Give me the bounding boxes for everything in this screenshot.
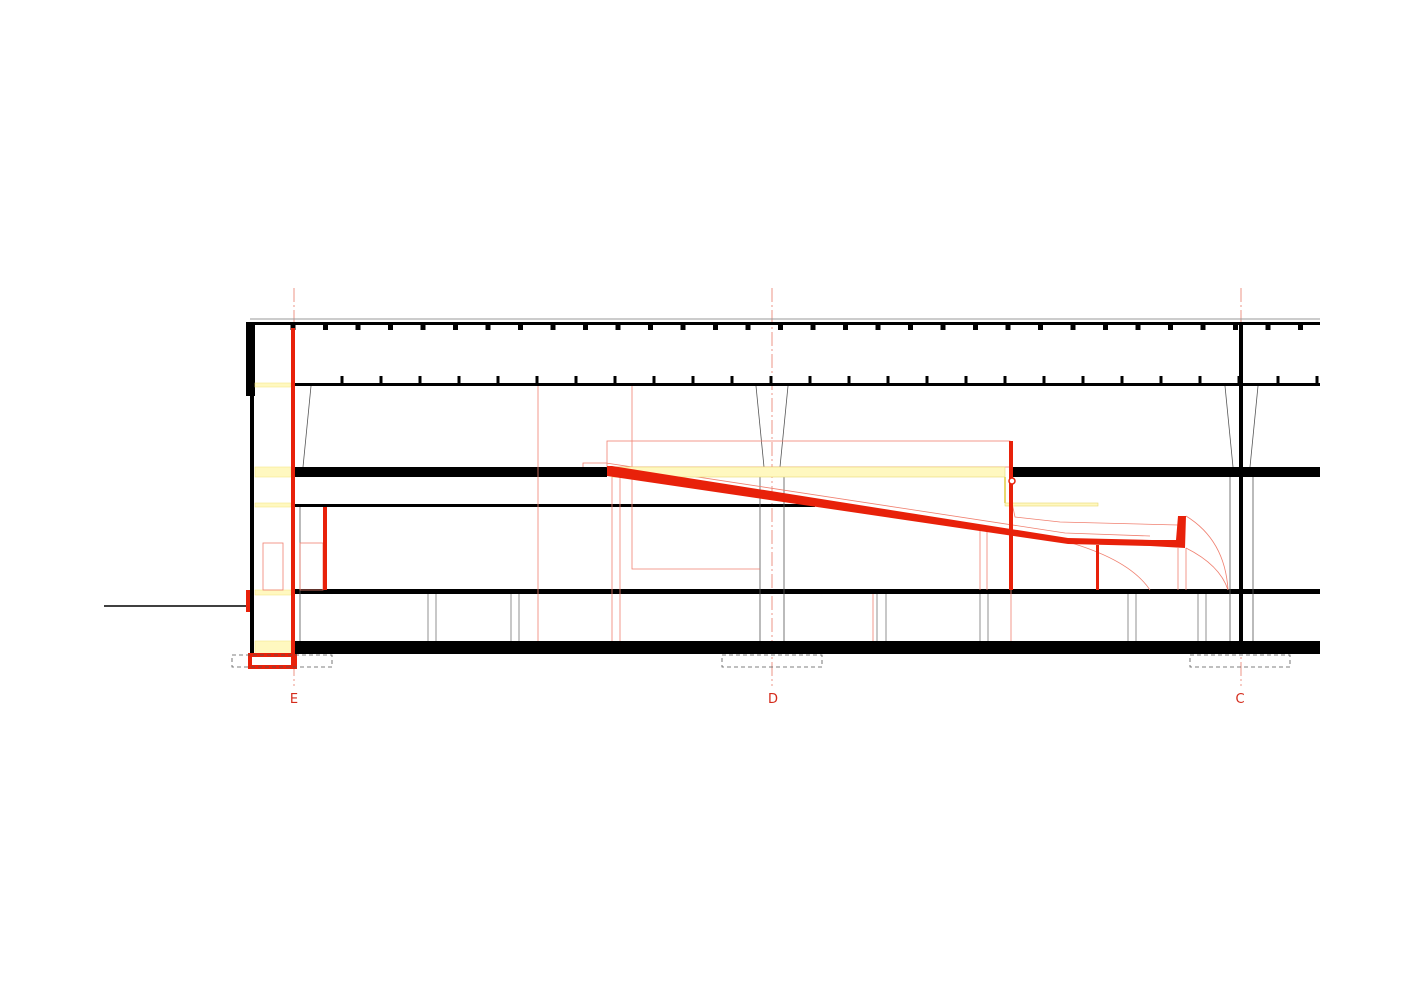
rib	[1081, 376, 1085, 385]
rib	[340, 376, 344, 385]
glazing-left	[254, 382, 292, 656]
base-slab	[295, 641, 1320, 654]
roof-ribs	[290, 324, 1303, 330]
rib	[1298, 324, 1303, 330]
rib	[1276, 376, 1280, 385]
rib	[808, 376, 812, 385]
rib	[964, 376, 968, 385]
rib	[355, 324, 361, 330]
rib	[496, 376, 500, 385]
slab-upper-right	[1012, 467, 1320, 477]
slab-middle	[295, 589, 1320, 594]
rib	[691, 376, 695, 385]
rib	[713, 324, 718, 330]
rib	[875, 324, 881, 330]
rib	[680, 324, 686, 330]
rib	[550, 324, 556, 330]
rib	[1005, 324, 1011, 330]
rib	[973, 324, 978, 330]
rib	[453, 324, 458, 330]
rib	[925, 376, 929, 385]
rib	[1003, 376, 1007, 385]
grid-label-e: E	[290, 692, 298, 707]
rib	[745, 324, 751, 330]
rib	[485, 324, 491, 330]
rib	[457, 376, 461, 385]
red-post-2	[1096, 545, 1099, 590]
rib	[388, 324, 393, 330]
rib	[535, 376, 539, 385]
rib	[778, 324, 783, 330]
rib	[1315, 376, 1319, 385]
rib	[1233, 324, 1238, 330]
grid-label-c: C	[1235, 692, 1244, 707]
ceiling-ribs	[340, 376, 1319, 385]
rib	[290, 324, 296, 330]
rib	[940, 324, 946, 330]
column-c	[1239, 324, 1243, 642]
footings	[231, 654, 1291, 668]
rib	[1159, 376, 1163, 385]
roof	[250, 318, 1320, 386]
rib	[583, 324, 588, 330]
rib	[886, 376, 890, 385]
rib	[323, 324, 328, 330]
rib	[1042, 376, 1046, 385]
rib	[1070, 324, 1076, 330]
rib	[769, 376, 773, 385]
rib	[420, 324, 426, 330]
ceiling-line	[295, 383, 1320, 386]
red-post-3	[323, 507, 327, 590]
rib	[518, 324, 523, 330]
rib	[1265, 324, 1271, 330]
rib	[652, 376, 656, 385]
glazing-line	[1004, 502, 1099, 507]
rib	[1135, 324, 1141, 330]
rib	[730, 376, 734, 385]
rib	[1103, 324, 1108, 330]
rib	[847, 376, 851, 385]
rib	[648, 324, 653, 330]
ramp	[607, 466, 1186, 548]
rib	[1198, 376, 1202, 385]
rib	[1200, 324, 1206, 330]
mezzanine-line	[295, 504, 815, 507]
tapered-columns	[299, 385, 1259, 641]
roof-slab	[250, 322, 1320, 325]
core-base	[248, 653, 297, 669]
rib	[379, 376, 383, 385]
floor-slabs	[295, 467, 1320, 654]
slab-upper-left	[295, 467, 607, 477]
rib	[418, 376, 422, 385]
rib	[1120, 376, 1124, 385]
rib	[843, 324, 848, 330]
posts	[427, 594, 1207, 641]
grid-label-d: D	[768, 692, 778, 707]
rib	[1168, 324, 1173, 330]
core-wall-e	[291, 328, 295, 665]
rib	[574, 376, 578, 385]
rib	[613, 376, 617, 385]
rib	[615, 324, 621, 330]
projection-lines	[262, 386, 1229, 641]
left-wall	[250, 322, 254, 655]
rib	[1038, 324, 1043, 330]
red-post-1	[1009, 441, 1013, 590]
rib	[810, 324, 816, 330]
rib	[908, 324, 913, 330]
wall-detail	[246, 590, 250, 612]
